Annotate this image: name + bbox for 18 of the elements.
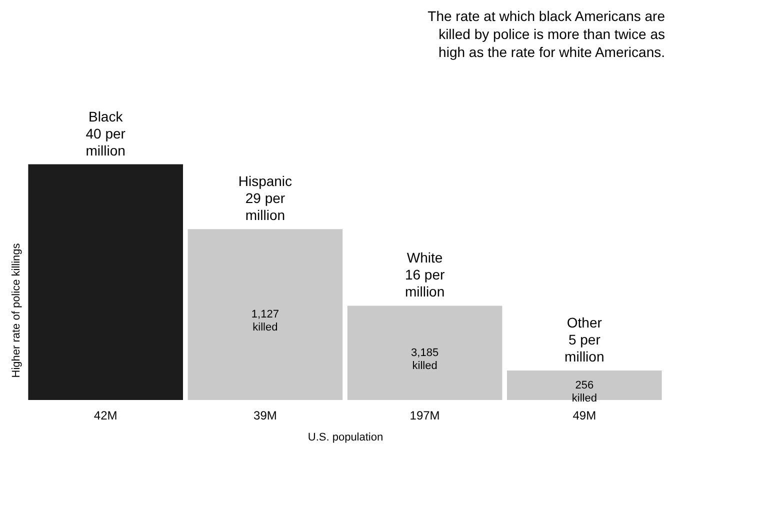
bar: [188, 229, 343, 400]
annotation: 3,185 killed: [411, 346, 439, 372]
y-axis-title: Higher rate of police killings: [10, 242, 22, 378]
data-label: Other 5 per million: [564, 314, 604, 365]
bar: [347, 306, 502, 400]
chart-title: The rate at which black Americans are killed by police is more than twice as high as the rate for white Americans.: [428, 8, 666, 60]
bar: [506, 370, 662, 400]
x-tick-label: 49M: [572, 408, 596, 422]
x-tick-label: 39M: [254, 408, 277, 422]
annotation: 1,127 killed: [251, 308, 279, 334]
annotation: 256 killed: [572, 379, 597, 404]
bar: [28, 164, 184, 400]
x-tick-label: 197M: [410, 408, 440, 422]
x-tick-label: 42M: [94, 408, 118, 422]
data-label: Black 40 per million: [86, 108, 126, 158]
data-label: Hispanic 29 per million: [238, 173, 292, 224]
x-axis-title: U.S. population: [308, 432, 384, 444]
data-label: White 16 per million: [404, 250, 445, 300]
